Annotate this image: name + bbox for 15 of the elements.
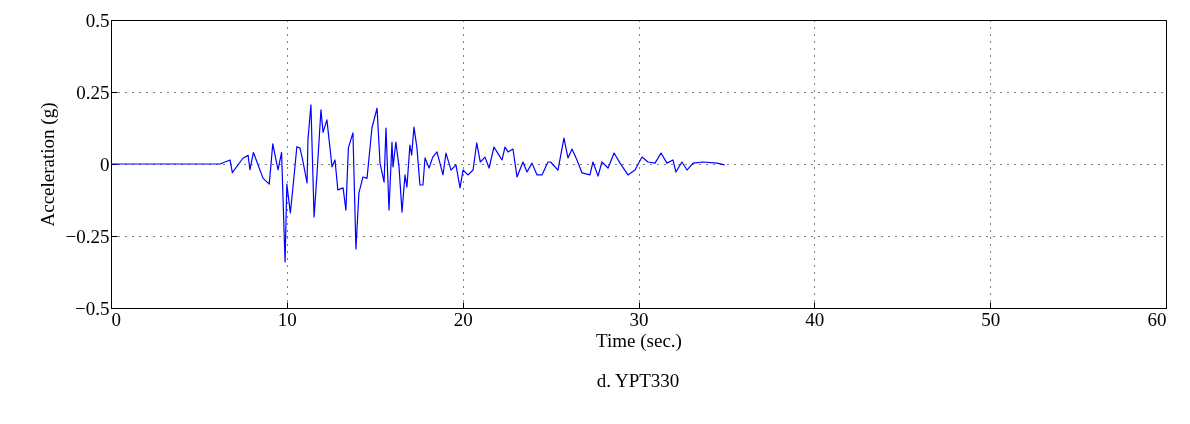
y-tick-label: 0.5 <box>85 9 110 31</box>
line-series <box>111 104 726 263</box>
y-tick-label: −0.5 <box>75 297 110 319</box>
text: d. YPT330 <box>595 370 681 392</box>
x-tick-label: 10 <box>277 308 297 330</box>
y-tick-label: −0.25 <box>65 225 110 247</box>
x-tick-label: 60 <box>1147 308 1167 330</box>
y-axis-title: Acceleration (g) <box>36 102 59 227</box>
x-tick-label: 30 <box>629 308 649 330</box>
x-tick-label: 20 <box>453 308 473 330</box>
x-axis-title: Time (sec.) <box>596 329 682 352</box>
x-tick-label: 50 <box>981 308 1001 330</box>
y-tick-label: 0.25 <box>76 81 110 103</box>
x-tick-label: 40 <box>805 308 825 330</box>
y-tick-label: 0 <box>100 153 110 175</box>
